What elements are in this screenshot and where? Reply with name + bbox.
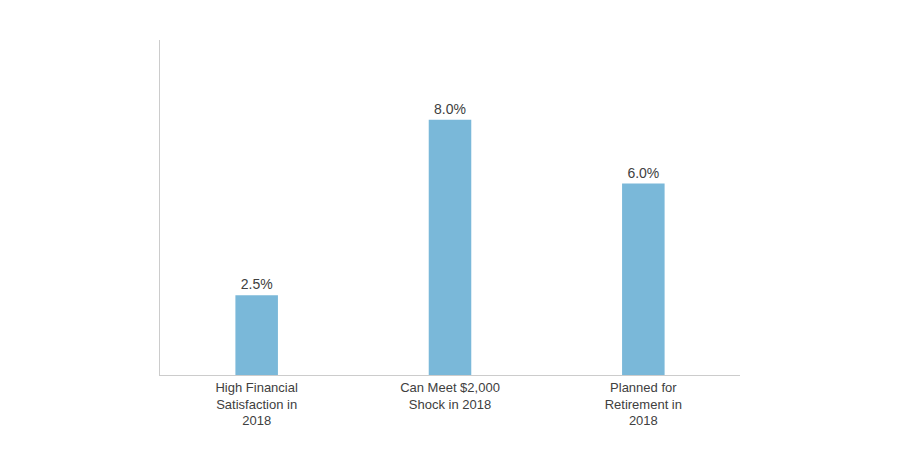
svg-text:Planned forRetirement in2018: Planned forRetirement in2018 bbox=[605, 380, 682, 429]
svg-text:Can Meet $2,000Shock in 2018: Can Meet $2,000Shock in 2018 bbox=[400, 380, 500, 412]
svg-text:8.0%: 8.0% bbox=[434, 101, 466, 117]
svg-text:High FinancialSatisfaction in2: High FinancialSatisfaction in2018 bbox=[215, 380, 297, 429]
svg-text:2.5%: 2.5% bbox=[241, 276, 273, 292]
svg-text:6.0%: 6.0% bbox=[627, 165, 659, 181]
